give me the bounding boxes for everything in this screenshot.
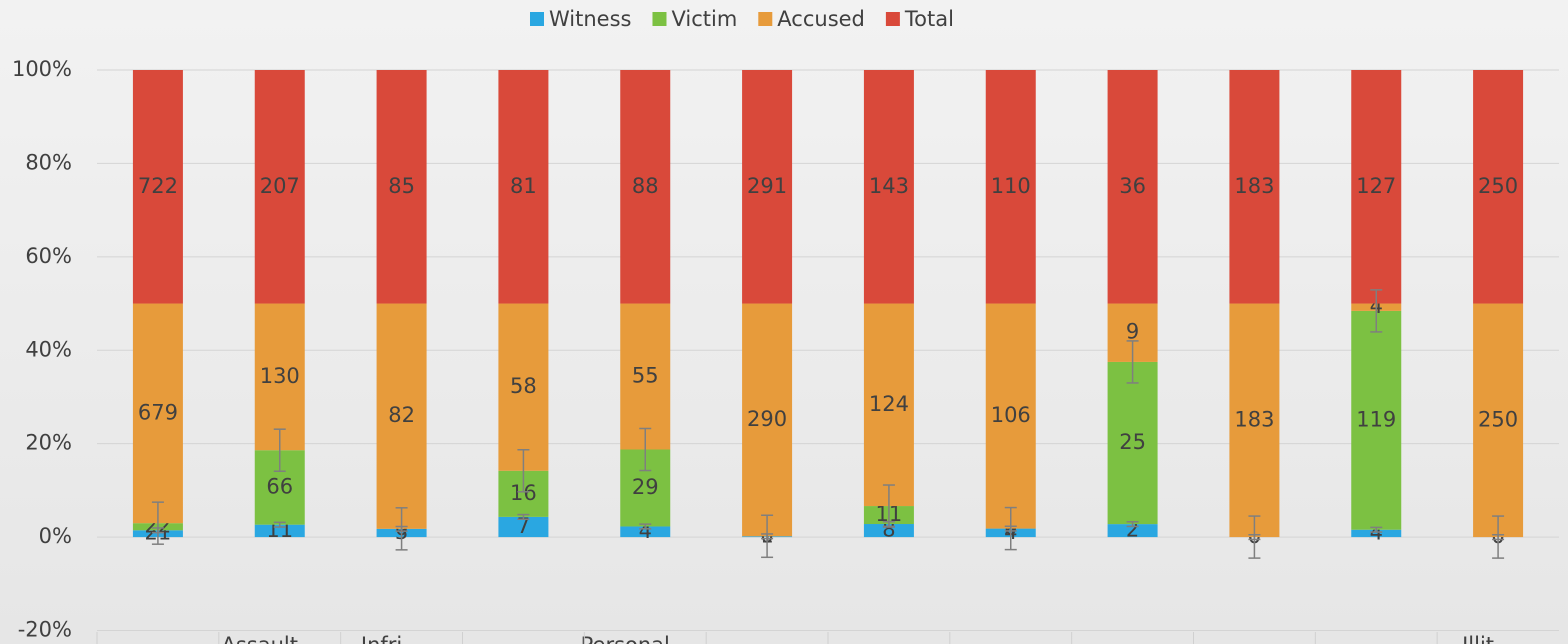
bar-segment [1229, 303, 1280, 538]
bar-segment [1473, 70, 1524, 304]
value-label: 29 [632, 475, 659, 499]
bar-segment [985, 70, 1036, 304]
y-tick-label: 20% [25, 431, 72, 455]
x-tick-label: Illit [1462, 633, 1494, 644]
legend-label: Witness [549, 7, 631, 31]
x-tick-label: Personal [581, 633, 670, 644]
bar-segment [985, 303, 1036, 529]
legend-label: Accused [777, 7, 865, 31]
bar-segment [1107, 70, 1158, 304]
value-label: 58 [510, 374, 537, 398]
y-tick-label: 0% [39, 524, 72, 548]
bar-segment [1229, 70, 1280, 304]
value-label: 130 [260, 364, 300, 388]
value-label: 127 [1356, 174, 1396, 198]
bar-segment [620, 70, 671, 304]
legend-swatch [652, 12, 667, 26]
value-label: 110 [991, 174, 1031, 198]
value-label: 124 [869, 392, 909, 416]
value-label: 290 [747, 407, 787, 431]
value-label: 9 [1126, 320, 1139, 344]
value-label: 207 [260, 174, 300, 198]
bar-segment [498, 70, 549, 304]
value-label: 143 [869, 174, 909, 198]
value-label: 250 [1478, 174, 1518, 198]
legend-swatch [530, 12, 544, 26]
value-label: 183 [1234, 407, 1274, 431]
bar-segment [254, 524, 305, 538]
bar-segment [620, 526, 671, 538]
bar-segment [1107, 361, 1158, 525]
y-tick-label: 80% [25, 150, 72, 174]
bar-segment [1351, 70, 1402, 304]
legend-swatch [885, 12, 900, 26]
value-label: 119 [1356, 407, 1396, 431]
legend-swatch [758, 12, 773, 26]
bar-segment [742, 303, 793, 537]
value-label: 183 [1234, 174, 1274, 198]
bar-segment [132, 70, 183, 304]
bar-segment [1351, 529, 1402, 538]
value-label: 722 [138, 174, 178, 198]
x-tick-label: Infri [361, 633, 402, 644]
bar-segment [1351, 310, 1402, 530]
value-label: 291 [747, 174, 787, 198]
legend-label: Victim [671, 7, 737, 31]
bar-segment [863, 524, 914, 538]
y-tick-label: -20% [18, 618, 72, 642]
bar-segment [498, 303, 549, 471]
value-label: 25 [1119, 430, 1146, 454]
bar-segment [863, 303, 914, 507]
y-tick-label: 40% [25, 337, 72, 361]
value-label: 36 [1119, 174, 1146, 198]
value-label: 106 [991, 403, 1031, 427]
bar-segment [863, 70, 914, 304]
value-label: 55 [632, 364, 659, 388]
value-label: 66 [266, 474, 293, 498]
value-label: 85 [388, 174, 415, 198]
bar-segment [498, 516, 549, 538]
x-tick-label: Assault [222, 633, 299, 644]
bar-segment [620, 303, 671, 450]
bar-segment [254, 303, 305, 451]
bar-segment [132, 303, 183, 524]
bar-segment [742, 70, 793, 304]
legend-label: Total [904, 7, 954, 31]
value-label: 679 [138, 400, 178, 424]
value-label: 88 [632, 174, 659, 198]
value-label: 81 [510, 174, 537, 198]
bar-segment [376, 303, 427, 529]
y-tick-label: 100% [12, 57, 72, 81]
bar-segment [1107, 524, 1158, 538]
y-tick-label: 60% [25, 244, 72, 268]
bar-segment [376, 70, 427, 304]
bar-segment [1473, 303, 1524, 538]
bar-segment [254, 70, 305, 304]
value-label: 7 [517, 514, 530, 538]
value-label: 82 [388, 403, 415, 427]
value-label: 250 [1478, 407, 1518, 431]
